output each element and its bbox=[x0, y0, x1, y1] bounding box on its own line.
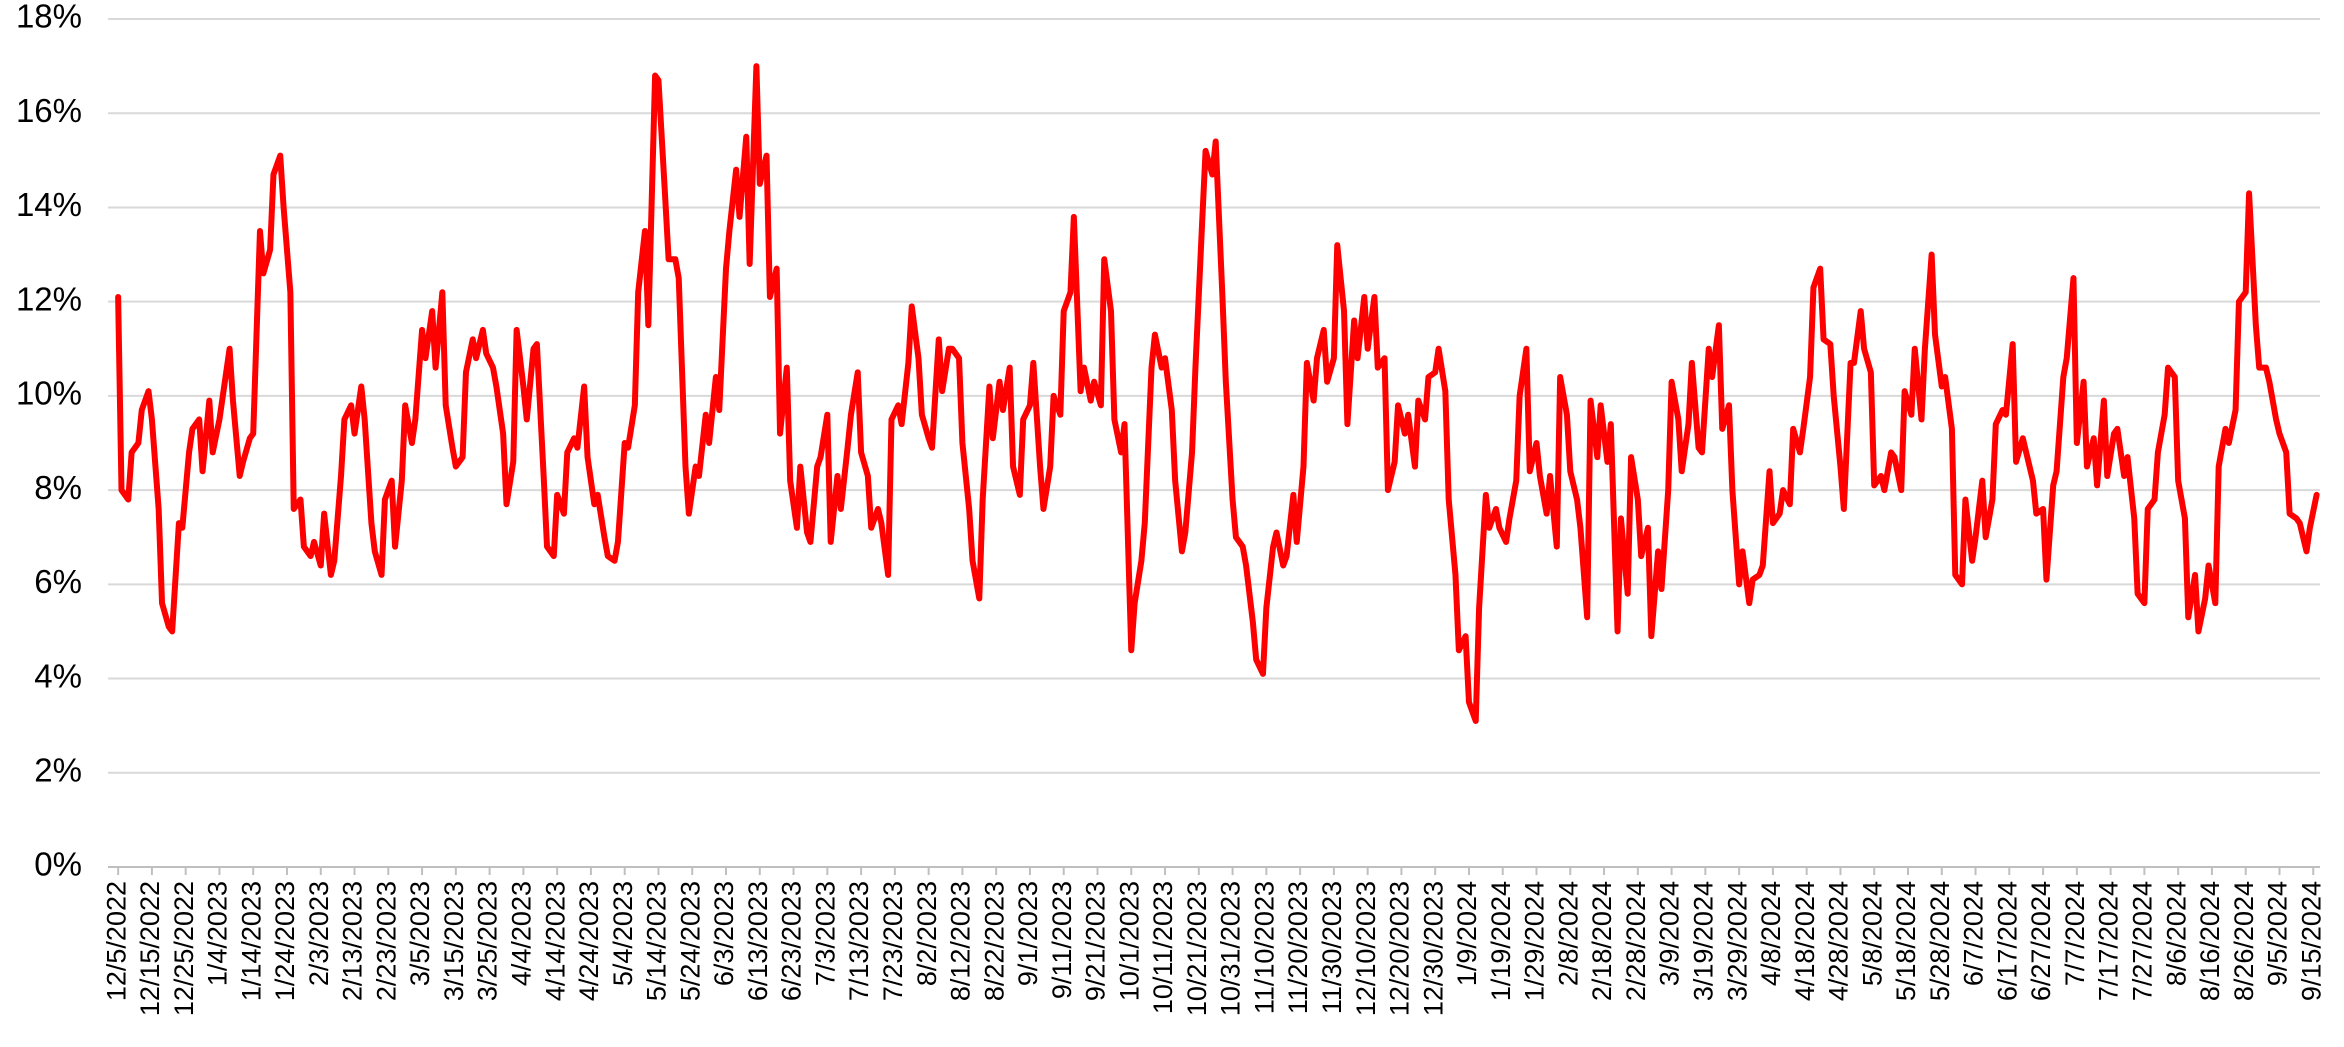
x-tick-label: 6/13/2023 bbox=[743, 881, 773, 1001]
x-tick-label: 8/2/2023 bbox=[912, 881, 942, 986]
x-tick-label: 1/29/2024 bbox=[1520, 881, 1550, 1001]
y-tick-label: 10% bbox=[16, 375, 82, 412]
x-tick-label: 9/11/2023 bbox=[1047, 881, 1077, 999]
x-tick-label: 5/28/2024 bbox=[1925, 881, 1955, 1001]
x-tick-label: 9/1/2023 bbox=[1013, 881, 1043, 986]
x-tick-label: 10/21/2023 bbox=[1182, 881, 1212, 1016]
x-tick-label: 12/5/2022 bbox=[101, 881, 131, 1001]
x-tick-label: 10/31/2023 bbox=[1216, 881, 1246, 1016]
x-tick-label: 7/27/2024 bbox=[2128, 881, 2158, 1001]
x-tick-label: 3/15/2023 bbox=[439, 881, 469, 1001]
x-tick-label: 11/10/2023 bbox=[1249, 881, 1279, 1014]
x-tick-label: 6/27/2024 bbox=[2026, 881, 2056, 1001]
x-tick-label: 2/13/2023 bbox=[338, 881, 368, 1001]
x-tick-label: 8/6/2024 bbox=[2161, 881, 2191, 986]
x-tick-label: 3/9/2024 bbox=[1655, 881, 1685, 986]
x-tick-label: 3/19/2024 bbox=[1688, 881, 1718, 1001]
y-tick-label: 4% bbox=[34, 657, 82, 694]
x-tick-label: 2/28/2024 bbox=[1621, 881, 1651, 1001]
y-tick-label: 2% bbox=[34, 751, 82, 788]
x-tick-label: 10/1/2023 bbox=[1114, 881, 1144, 1001]
y-tick-label: 8% bbox=[34, 469, 82, 506]
x-tick-label: 6/7/2024 bbox=[1959, 881, 1989, 986]
x-tick-label: 3/5/2023 bbox=[405, 881, 435, 986]
y-tick-label: 6% bbox=[34, 563, 82, 600]
x-tick-label: 4/14/2023 bbox=[540, 881, 570, 1001]
x-tick-label: 11/30/2023 bbox=[1317, 881, 1347, 1014]
x-tick-label: 1/14/2023 bbox=[236, 881, 266, 1001]
x-tick-label: 11/20/2023 bbox=[1283, 881, 1313, 1014]
x-tick-label: 4/4/2023 bbox=[507, 881, 537, 986]
y-tick-label: 18% bbox=[16, 0, 82, 35]
x-tick-label: 2/23/2023 bbox=[371, 881, 401, 1001]
x-tick-label: 8/22/2023 bbox=[979, 881, 1009, 1001]
x-tick-label: 2/3/2023 bbox=[304, 881, 334, 986]
x-tick-label: 1/9/2024 bbox=[1452, 881, 1482, 986]
x-tick-label: 6/23/2023 bbox=[777, 881, 807, 1001]
x-tick-label: 12/20/2023 bbox=[1385, 881, 1415, 1016]
x-tick-label: 7/13/2023 bbox=[844, 881, 874, 1001]
x-tick-label: 1/4/2023 bbox=[203, 881, 233, 986]
y-tick-label: 16% bbox=[16, 92, 82, 129]
x-tick-label: 7/7/2024 bbox=[2060, 881, 2090, 986]
data-line bbox=[115, 63, 2320, 724]
x-tick-label: 9/5/2024 bbox=[2263, 881, 2293, 986]
x-tick-label: 5/18/2024 bbox=[1891, 881, 1921, 1001]
x-tick-label: 8/12/2023 bbox=[946, 881, 976, 1001]
x-tick-label: 9/21/2023 bbox=[1081, 881, 1111, 1001]
x-tick-label: 1/19/2024 bbox=[1486, 881, 1516, 1001]
y-tick-label: 14% bbox=[16, 186, 82, 223]
x-tick-label: 2/8/2024 bbox=[1553, 881, 1583, 986]
x-tick-label: 4/24/2023 bbox=[574, 881, 604, 1001]
x-tick-label: 1/24/2023 bbox=[270, 881, 300, 1001]
x-tick-label: 6/17/2024 bbox=[1992, 881, 2022, 1001]
x-tick-label: 7/23/2023 bbox=[878, 881, 908, 1001]
x-tick-label: 5/8/2024 bbox=[1857, 881, 1887, 986]
x-tick-label: 4/18/2024 bbox=[1790, 881, 1820, 1001]
x-tick-label: 8/26/2024 bbox=[2229, 881, 2259, 1001]
x-tick-label: 3/29/2024 bbox=[1722, 881, 1752, 1001]
x-tick-label: 6/3/2023 bbox=[709, 881, 739, 986]
x-tick-label: 4/28/2024 bbox=[1824, 881, 1854, 1001]
x-tick-label: 5/4/2023 bbox=[608, 881, 638, 986]
y-tick-label: 12% bbox=[16, 280, 82, 317]
x-tick-label: 12/10/2023 bbox=[1351, 881, 1381, 1016]
x-tick-label: 12/15/2022 bbox=[135, 881, 165, 1016]
x-tick-label: 4/8/2024 bbox=[1756, 881, 1786, 986]
x-tick-label: 12/30/2023 bbox=[1418, 881, 1448, 1016]
x-tick-label: 3/25/2023 bbox=[473, 881, 503, 1001]
y-tick-label: 0% bbox=[34, 846, 82, 883]
x-tick-label: 2/18/2024 bbox=[1587, 881, 1617, 1001]
x-tick-label: 12/25/2022 bbox=[169, 881, 199, 1016]
x-tick-label: 9/15/2024 bbox=[2296, 881, 2326, 1001]
x-tick-label: 5/24/2023 bbox=[675, 881, 705, 1001]
x-tick-label: 8/16/2024 bbox=[2195, 881, 2225, 1001]
x-tick-label: 10/11/2023 bbox=[1148, 881, 1178, 1014]
x-tick-label: 7/17/2024 bbox=[2094, 881, 2124, 1001]
x-tick-label: 7/3/2023 bbox=[810, 881, 840, 986]
x-tick-label: 5/14/2023 bbox=[642, 881, 672, 1001]
